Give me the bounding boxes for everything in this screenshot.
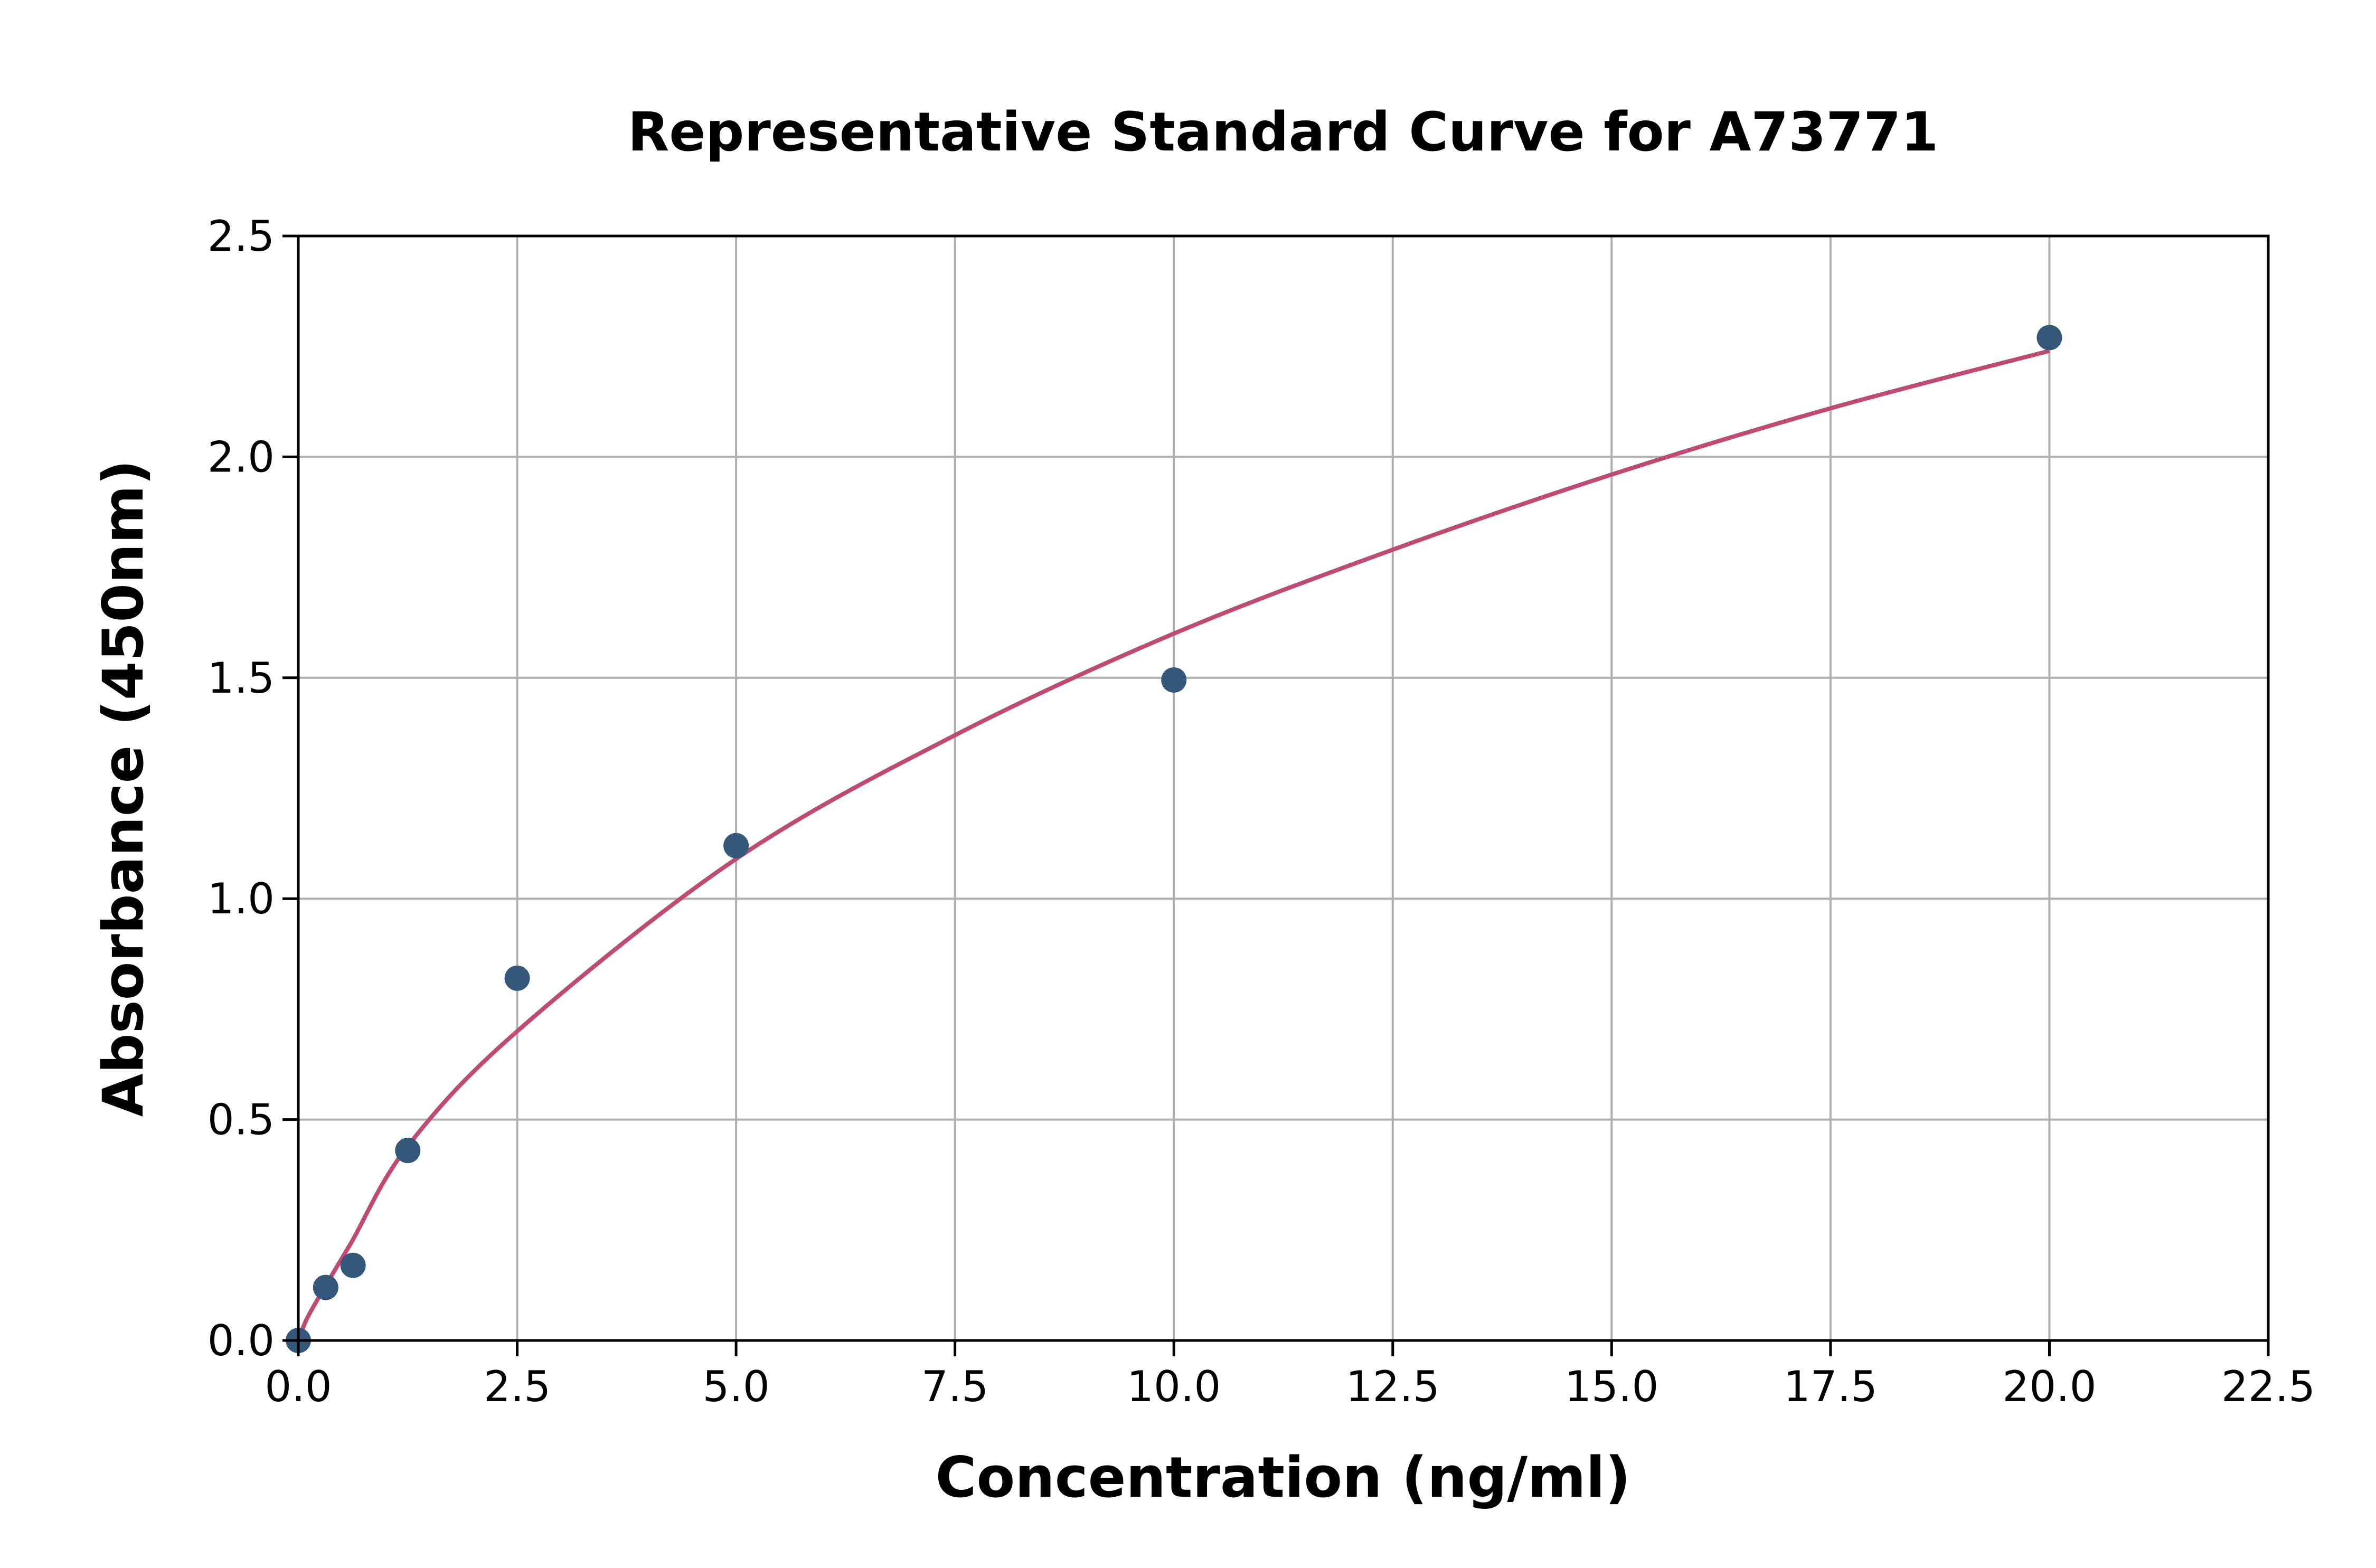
x-tick-label: 22.5 (2221, 1362, 2315, 1411)
chart-title: Representative Standard Curve for A73771 (628, 101, 1939, 164)
y-tick-label: 2.0 (208, 432, 275, 481)
x-axis-label: Concentration (ng/ml) (936, 1445, 1631, 1510)
y-tick-label: 0.0 (208, 1316, 275, 1365)
x-tick-label: 12.5 (1346, 1362, 1440, 1411)
fit-curve-line (296, 348, 2050, 1342)
data-point (340, 1252, 366, 1278)
data-point (313, 1274, 338, 1300)
y-tick-label: 0.5 (208, 1095, 275, 1145)
data-point (723, 833, 749, 858)
grid (297, 235, 2269, 1342)
x-axis-ticks: 0.0 2.5 5.0 7.5 10.0 12.5 15.0 17.5 20.0 22.5 (265, 1340, 2315, 1411)
y-axis-ticks: 0.0 0.5 1.0 1.5 2.0 2.5 (208, 212, 298, 1365)
x-tick-label: 5.0 (702, 1362, 769, 1411)
x-tick-label: 15.0 (1564, 1362, 1658, 1411)
x-tick-label: 0.0 (265, 1362, 332, 1411)
x-tick-label: 2.5 (484, 1362, 551, 1411)
y-axis-label: Absorbance (450nm) (91, 460, 156, 1117)
y-tick-label: 1.0 (208, 874, 275, 923)
data-point (504, 965, 530, 991)
plot-frame (297, 234, 2270, 1342)
x-tick-label: 20.0 (2002, 1362, 2096, 1411)
data-point (1161, 667, 1187, 693)
data-point (2036, 325, 2062, 351)
data-points (286, 325, 2062, 1353)
y-tick-label: 2.5 (208, 212, 275, 261)
x-tick-label: 7.5 (921, 1362, 988, 1411)
x-tick-label: 17.5 (1784, 1362, 1878, 1411)
x-tick-label: 10.0 (1127, 1362, 1221, 1411)
y-tick-label: 1.5 (208, 654, 275, 703)
fit-curve-layer (296, 348, 2050, 1342)
data-point (395, 1138, 421, 1164)
